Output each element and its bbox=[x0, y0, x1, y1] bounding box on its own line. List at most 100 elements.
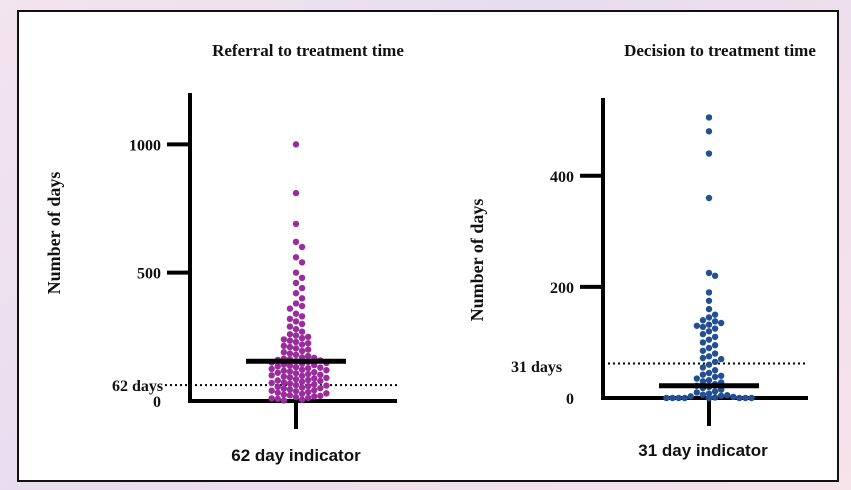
chart1-data-point bbox=[292, 318, 300, 325]
chart1-data-point bbox=[268, 395, 275, 402]
chart1-data-point bbox=[286, 368, 294, 375]
chart2-data-point bbox=[699, 317, 707, 324]
chart2-data-point bbox=[711, 333, 719, 341]
chart1-data-point bbox=[298, 259, 306, 266]
chart2-data-point bbox=[663, 394, 670, 402]
chart1-data-point bbox=[286, 315, 294, 323]
chart2-data-point bbox=[711, 394, 719, 401]
chart1-data-point bbox=[286, 337, 294, 344]
chart1-data-point bbox=[292, 332, 300, 339]
chart2-data-point bbox=[711, 350, 719, 357]
chart1-data-point bbox=[292, 300, 300, 307]
chart2-data-point bbox=[705, 114, 713, 121]
chart2-data-point bbox=[693, 322, 701, 329]
chart2-data-point bbox=[711, 272, 719, 279]
chart1-data-point bbox=[274, 369, 281, 376]
chart2-data-point bbox=[711, 388, 719, 395]
chart1-data-point bbox=[304, 346, 312, 353]
chart2-data-point bbox=[693, 375, 701, 382]
chart2-data-point bbox=[711, 311, 719, 318]
chart1-data-point bbox=[298, 243, 306, 251]
chart2-data-point bbox=[705, 194, 713, 202]
chart1-data-point bbox=[311, 375, 318, 382]
chart1-data-point bbox=[268, 372, 275, 379]
chart1-data-point bbox=[292, 351, 300, 358]
chart1-xlabel: 62 day indicator bbox=[231, 446, 361, 465]
chart1-data-point bbox=[323, 382, 330, 389]
chart1-data-point bbox=[298, 366, 306, 373]
chart1-data-point bbox=[280, 349, 288, 356]
chart2-data-point bbox=[705, 390, 713, 397]
chart1-data-point bbox=[274, 395, 281, 403]
chart2-data-point bbox=[699, 347, 707, 354]
chart1-data-point bbox=[304, 364, 312, 372]
chart-panel bbox=[17, 10, 839, 482]
chart1-data-point bbox=[292, 370, 300, 377]
chart1-data-point bbox=[292, 338, 300, 346]
chart1-data-point bbox=[274, 389, 281, 396]
chart1-data-point bbox=[323, 374, 330, 382]
chart1-data-point bbox=[292, 141, 300, 148]
chart1-data-point bbox=[298, 302, 306, 310]
chart1-data-point bbox=[298, 347, 306, 355]
chart2-y-tick-label: 400 bbox=[550, 169, 574, 186]
chart2-data-point bbox=[699, 391, 707, 398]
chart1-data-point bbox=[292, 189, 300, 197]
chart1-data-point bbox=[311, 381, 318, 388]
chart1-data-point bbox=[286, 305, 294, 312]
chart1-data-point bbox=[304, 376, 312, 384]
chart1-data-point bbox=[286, 343, 294, 351]
chart1-data-point bbox=[298, 313, 306, 320]
chart2-data-point bbox=[705, 377, 713, 384]
chart1-data-point bbox=[274, 383, 281, 391]
chart1-data-point bbox=[298, 284, 306, 292]
chart1-data-point bbox=[292, 254, 300, 261]
chart2-data-point bbox=[724, 392, 731, 399]
chart2-data-point bbox=[705, 128, 713, 135]
chart1-data-point bbox=[298, 274, 306, 281]
chart1-data-point bbox=[323, 390, 330, 397]
chart1-data-point bbox=[280, 336, 288, 343]
chart1-data-point bbox=[317, 364, 324, 371]
chart2-data-point bbox=[705, 289, 713, 296]
chart2-data-point bbox=[748, 394, 755, 402]
chart1-data-point bbox=[311, 387, 318, 394]
chart1-data-point bbox=[298, 372, 306, 380]
chart1-data-point bbox=[298, 328, 306, 335]
chart2-data-point bbox=[675, 394, 682, 402]
chart1-y-tick-label: 500 bbox=[137, 266, 161, 283]
chart2-data-point bbox=[711, 318, 719, 325]
chart1-data-point bbox=[292, 363, 300, 371]
chart2-data-point bbox=[699, 364, 707, 371]
chart2-data-point bbox=[705, 150, 713, 157]
chart2-reference-label: 31 days bbox=[511, 359, 562, 376]
chart1-data-point bbox=[280, 373, 288, 380]
chart1-data-point bbox=[280, 342, 288, 350]
chart1-data-point bbox=[268, 387, 275, 394]
chart2-data-point bbox=[705, 344, 713, 352]
chart2-data-point bbox=[705, 361, 713, 368]
chart2-y-tick-label: 200 bbox=[550, 280, 574, 297]
chart1-data-point bbox=[298, 295, 306, 302]
chart1-data-point bbox=[292, 290, 300, 297]
chart1-y-tick-label: 1000 bbox=[129, 137, 161, 154]
chart2-data-point bbox=[711, 367, 719, 374]
chart1-data-point bbox=[292, 279, 300, 287]
chart2-data-point bbox=[730, 393, 737, 401]
chart1-data-point bbox=[286, 331, 294, 338]
chart2-ylabel: Number of days bbox=[467, 199, 487, 322]
chart2-data-point bbox=[705, 269, 713, 277]
chart1-data-point bbox=[292, 375, 300, 383]
chart1-data-point bbox=[298, 341, 306, 348]
chart1-data-point bbox=[286, 380, 294, 387]
chart1-data-point bbox=[286, 323, 294, 330]
chart2-data-point bbox=[705, 328, 713, 335]
chart2-data-point bbox=[705, 321, 713, 328]
chart2-data-point bbox=[699, 378, 707, 385]
chart1-data-point bbox=[304, 370, 312, 378]
chart1-data-point bbox=[274, 363, 281, 370]
chart1-data-point bbox=[268, 365, 275, 373]
chart1-data-point bbox=[292, 238, 300, 246]
chart2-data-point bbox=[699, 323, 707, 331]
chart1-data-point bbox=[286, 350, 294, 357]
